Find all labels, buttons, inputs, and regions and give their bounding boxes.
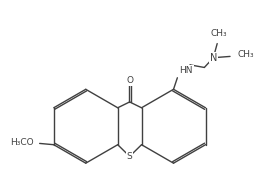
Text: S: S xyxy=(127,152,133,161)
Text: CH₃: CH₃ xyxy=(237,50,254,59)
Text: HN: HN xyxy=(179,66,193,75)
Text: N: N xyxy=(210,53,217,63)
Text: CH₃: CH₃ xyxy=(210,29,227,38)
Text: O: O xyxy=(126,76,133,85)
Text: H₃CO: H₃CO xyxy=(10,138,34,147)
